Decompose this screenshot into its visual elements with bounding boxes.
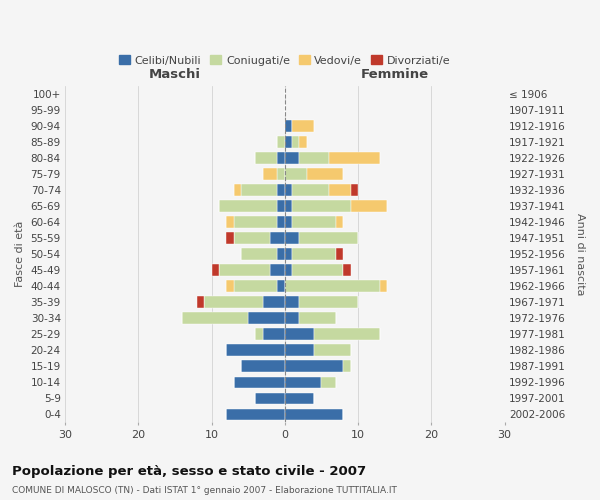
Bar — [343, 360, 351, 372]
Bar — [292, 216, 336, 228]
Bar — [197, 296, 204, 308]
Bar — [226, 280, 233, 292]
Text: Popolazione per età, sesso e stato civile - 2007: Popolazione per età, sesso e stato civil… — [12, 464, 366, 477]
Bar — [314, 328, 380, 340]
Bar — [285, 120, 292, 132]
Bar — [204, 296, 263, 308]
Bar — [285, 312, 299, 324]
Bar — [351, 184, 358, 196]
Bar — [241, 184, 277, 196]
Bar — [256, 328, 263, 340]
Bar — [182, 312, 248, 324]
Bar — [285, 280, 380, 292]
Bar — [233, 280, 277, 292]
Bar — [277, 216, 285, 228]
Bar — [299, 232, 358, 243]
Bar — [285, 232, 299, 243]
Text: Femmine: Femmine — [361, 68, 429, 81]
Bar — [226, 408, 285, 420]
Bar — [277, 280, 285, 292]
Bar — [277, 184, 285, 196]
Bar — [322, 376, 336, 388]
Bar — [277, 136, 285, 147]
Bar — [285, 360, 343, 372]
Bar — [277, 248, 285, 260]
Bar — [241, 248, 277, 260]
Bar — [285, 328, 314, 340]
Bar — [336, 248, 343, 260]
Text: COMUNE DI MALOSCO (TN) - Dati ISTAT 1° gennaio 2007 - Elaborazione TUTTITALIA.IT: COMUNE DI MALOSCO (TN) - Dati ISTAT 1° g… — [12, 486, 397, 495]
Bar — [285, 248, 292, 260]
Bar — [233, 184, 241, 196]
Bar — [285, 216, 292, 228]
Bar — [329, 184, 351, 196]
Bar — [285, 168, 307, 179]
Bar — [285, 392, 314, 404]
Bar — [285, 408, 343, 420]
Bar — [307, 168, 343, 179]
Bar — [285, 184, 292, 196]
Y-axis label: Anni di nascita: Anni di nascita — [575, 213, 585, 296]
Bar — [263, 296, 285, 308]
Bar — [277, 168, 285, 179]
Bar — [285, 136, 292, 147]
Bar — [299, 296, 358, 308]
Bar — [380, 280, 388, 292]
Text: Maschi: Maschi — [149, 68, 201, 81]
Bar — [292, 184, 329, 196]
Bar — [226, 232, 233, 243]
Legend: Celibi/Nubili, Coniugati/e, Vedovi/e, Divorziati/e: Celibi/Nubili, Coniugati/e, Vedovi/e, Di… — [115, 51, 455, 70]
Bar — [314, 344, 351, 356]
Bar — [285, 200, 292, 211]
Bar — [219, 200, 277, 211]
Bar — [263, 328, 285, 340]
Bar — [292, 264, 343, 276]
Bar — [212, 264, 219, 276]
Bar — [226, 344, 285, 356]
Bar — [299, 312, 336, 324]
Bar — [292, 248, 336, 260]
Bar — [292, 120, 314, 132]
Bar — [270, 264, 285, 276]
Bar — [285, 344, 314, 356]
Bar — [329, 152, 380, 164]
Bar — [226, 216, 233, 228]
Bar — [248, 312, 285, 324]
Bar — [241, 360, 285, 372]
Bar — [219, 264, 270, 276]
Bar — [263, 168, 277, 179]
Bar — [292, 136, 299, 147]
Bar — [256, 152, 277, 164]
Bar — [343, 264, 351, 276]
Bar — [233, 232, 270, 243]
Bar — [233, 376, 285, 388]
Bar — [299, 152, 329, 164]
Bar — [351, 200, 388, 211]
Bar — [285, 376, 322, 388]
Bar — [299, 136, 307, 147]
Bar — [233, 216, 277, 228]
Bar — [285, 264, 292, 276]
Y-axis label: Fasce di età: Fasce di età — [15, 221, 25, 287]
Bar — [277, 152, 285, 164]
Bar — [285, 152, 299, 164]
Bar — [270, 232, 285, 243]
Bar — [292, 200, 351, 211]
Bar — [336, 216, 343, 228]
Bar — [277, 200, 285, 211]
Bar — [256, 392, 285, 404]
Bar — [285, 296, 299, 308]
